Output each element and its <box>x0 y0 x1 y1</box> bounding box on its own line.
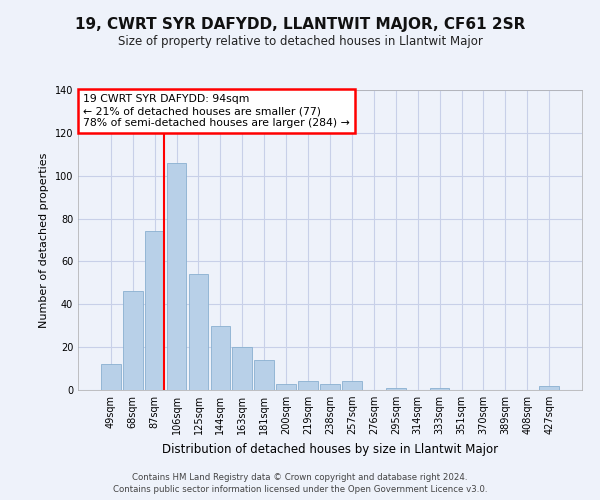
Bar <box>342 382 362 390</box>
Bar <box>539 386 559 390</box>
Bar <box>101 364 121 390</box>
Y-axis label: Number of detached properties: Number of detached properties <box>39 152 49 328</box>
Text: 19, CWRT SYR DAFYDD, LLANTWIT MAJOR, CF61 2SR: 19, CWRT SYR DAFYDD, LLANTWIT MAJOR, CF6… <box>75 18 525 32</box>
Bar <box>298 382 318 390</box>
Text: 19 CWRT SYR DAFYDD: 94sqm
← 21% of detached houses are smaller (77)
78% of semi-: 19 CWRT SYR DAFYDD: 94sqm ← 21% of detac… <box>83 94 350 128</box>
Text: Contains HM Land Registry data © Crown copyright and database right 2024.: Contains HM Land Registry data © Crown c… <box>132 474 468 482</box>
Bar <box>276 384 296 390</box>
Bar <box>430 388 449 390</box>
X-axis label: Distribution of detached houses by size in Llantwit Major: Distribution of detached houses by size … <box>162 442 498 456</box>
Bar <box>232 347 252 390</box>
Bar <box>188 274 208 390</box>
Bar <box>123 292 143 390</box>
Bar <box>320 384 340 390</box>
Bar <box>145 232 164 390</box>
Bar <box>167 163 187 390</box>
Bar <box>254 360 274 390</box>
Text: Size of property relative to detached houses in Llantwit Major: Size of property relative to detached ho… <box>118 35 482 48</box>
Bar <box>386 388 406 390</box>
Bar <box>211 326 230 390</box>
Text: Contains public sector information licensed under the Open Government Licence v3: Contains public sector information licen… <box>113 484 487 494</box>
